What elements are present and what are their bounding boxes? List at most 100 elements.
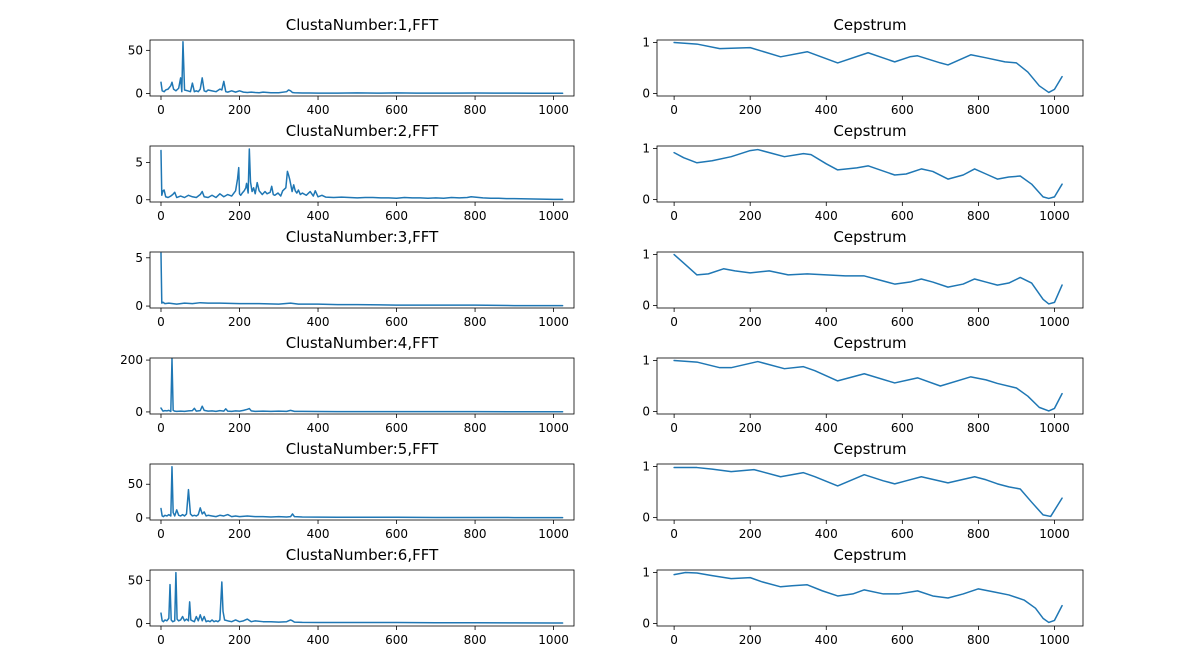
- x-tick-label: 1000: [1039, 103, 1070, 117]
- x-tick-label: 0: [157, 527, 165, 541]
- subplot-title: Cepstrum: [833, 122, 906, 140]
- subplot-title: Cepstrum: [833, 440, 906, 458]
- x-tick-label: 200: [228, 421, 251, 435]
- x-tick-label: 0: [157, 209, 165, 223]
- subplot-title: ClustaNumber:5,FFT: [286, 440, 439, 458]
- y-tick-label: 0: [135, 299, 143, 313]
- x-tick-label: 600: [385, 527, 408, 541]
- x-tick-label: 400: [815, 633, 838, 647]
- x-tick-label: 400: [307, 421, 330, 435]
- data-series-line: [160, 571, 564, 624]
- x-tick-label: 800: [967, 421, 990, 435]
- axes-frame: [149, 463, 575, 521]
- x-tick-label: 400: [815, 315, 838, 329]
- y-tick-label: 50: [128, 43, 143, 57]
- x-tick-label: 400: [815, 103, 838, 117]
- y-tick-label: 50: [128, 573, 143, 587]
- subplot-title: Cepstrum: [833, 16, 906, 34]
- x-tick-label: 0: [670, 209, 678, 223]
- x-tick-label: 400: [307, 633, 330, 647]
- x-tick-label: 200: [739, 315, 762, 329]
- x-tick-label: 800: [967, 103, 990, 117]
- x-tick-label: 1000: [538, 209, 569, 223]
- axes-frame: [656, 569, 1084, 627]
- x-tick-label: 200: [739, 527, 762, 541]
- data-series-line: [673, 253, 1063, 305]
- x-tick-label: 1000: [538, 633, 569, 647]
- subplot-title: ClustaNumber:1,FFT: [286, 16, 439, 34]
- y-tick-label: 0: [642, 404, 650, 418]
- x-tick-label: 0: [670, 315, 678, 329]
- x-tick-label: 0: [157, 421, 165, 435]
- data-series-line: [673, 466, 1063, 518]
- x-tick-label: 1000: [1039, 633, 1070, 647]
- y-tick-label: 1: [642, 354, 650, 368]
- axes-frame: [149, 39, 575, 97]
- y-tick-label: 1: [642, 566, 650, 580]
- x-tick-label: 1000: [1039, 421, 1070, 435]
- x-tick-label: 0: [157, 315, 165, 329]
- subplot-title: ClustaNumber:2,FFT: [286, 122, 439, 140]
- x-tick-label: 600: [891, 209, 914, 223]
- y-tick-label: 0: [642, 86, 650, 100]
- x-tick-label: 800: [464, 633, 487, 647]
- data-series-line: [160, 358, 564, 413]
- y-tick-label: 50: [128, 477, 143, 491]
- data-series-line: [673, 148, 1063, 200]
- x-tick-label: 0: [157, 103, 165, 117]
- y-tick-label: 1: [642, 248, 650, 262]
- x-tick-label: 400: [815, 421, 838, 435]
- x-tick-label: 400: [307, 103, 330, 117]
- x-tick-label: 1000: [538, 421, 569, 435]
- y-tick-label: 0: [642, 192, 650, 206]
- y-tick-label: 0: [135, 405, 143, 419]
- subplot-2: Cepstrum 0 200 400 600 800 1000 0 1: [642, 16, 1084, 117]
- x-tick-label: 1000: [538, 315, 569, 329]
- x-tick-label: 1000: [538, 527, 569, 541]
- data-series-line: [160, 40, 564, 94]
- x-tick-label: 200: [228, 633, 251, 647]
- y-tick-label: 200: [120, 353, 143, 367]
- subplot-8: Cepstrum 0 200 400 600 800 1000 0 1: [642, 334, 1084, 435]
- x-tick-label: 600: [891, 527, 914, 541]
- x-tick-label: 200: [739, 633, 762, 647]
- x-tick-label: 800: [464, 527, 487, 541]
- y-tick-label: 1: [642, 36, 650, 50]
- x-tick-label: 200: [228, 103, 251, 117]
- x-tick-label: 600: [385, 103, 408, 117]
- subplot-title: Cepstrum: [833, 546, 906, 564]
- x-tick-label: 600: [891, 633, 914, 647]
- subplot-7: ClustaNumber:4,FFT 0 200 400 600 800 1000 0 200: [120, 334, 575, 435]
- subplot-5: ClustaNumber:3,FFT 0 200 400 600 800 1000 0 5: [135, 228, 575, 329]
- x-tick-label: 1000: [1039, 527, 1070, 541]
- axes-frame: [656, 145, 1084, 203]
- y-tick-label: 5: [135, 155, 143, 169]
- x-tick-label: 800: [464, 421, 487, 435]
- axes-frame: [149, 145, 575, 203]
- x-tick-label: 800: [967, 209, 990, 223]
- subplot-title: Cepstrum: [833, 228, 906, 246]
- x-tick-label: 400: [307, 209, 330, 223]
- data-series-line: [160, 252, 564, 307]
- y-tick-label: 0: [135, 511, 143, 525]
- data-series-line: [160, 148, 564, 201]
- y-tick-label: 0: [642, 616, 650, 630]
- x-tick-label: 400: [815, 209, 838, 223]
- subplot-11: ClustaNumber:6,FFT 0 200 400 600 800 1000 0 50: [128, 546, 575, 647]
- data-series-line: [160, 465, 564, 519]
- data-series-line: [673, 571, 1063, 624]
- y-tick-label: 0: [642, 298, 650, 312]
- data-series-line: [673, 359, 1063, 412]
- subplot-12: Cepstrum 0 200 400 600 800 1000 0 1: [642, 546, 1084, 647]
- y-tick-label: 0: [135, 616, 143, 630]
- x-tick-label: 800: [967, 527, 990, 541]
- subplot-9: ClustaNumber:5,FFT 0 200 400 600 800 1000 0 50: [128, 440, 575, 541]
- x-tick-label: 400: [815, 527, 838, 541]
- x-tick-label: 600: [385, 421, 408, 435]
- subplot-4: Cepstrum 0 200 400 600 800 1000 0 1: [642, 122, 1084, 223]
- axes-frame: [656, 463, 1084, 521]
- x-tick-label: 0: [670, 103, 678, 117]
- x-tick-label: 1000: [1039, 209, 1070, 223]
- subplot-title: ClustaNumber:4,FFT: [286, 334, 439, 352]
